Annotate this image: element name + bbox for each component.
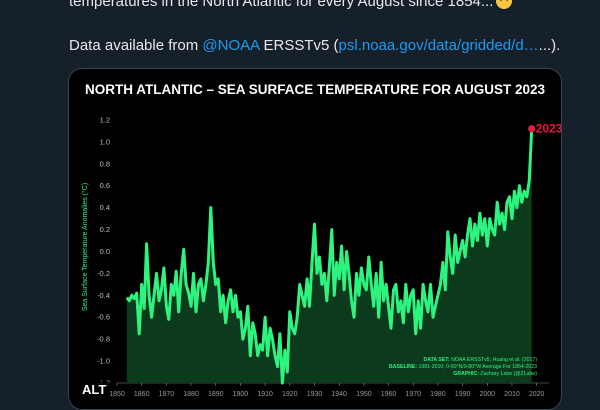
x-tick-label: 1880 <box>183 391 199 398</box>
y-tick-label: 0.8 <box>100 159 110 168</box>
tweet-text-suffix: ...). <box>538 37 561 54</box>
y-tick-label: -0.4 <box>97 291 110 300</box>
credit-dataset-text: NOAA ERSSTv5; Huang et al. (2017) <box>450 357 538 363</box>
y-tick-label: -0.8 <box>97 335 110 344</box>
tweet-text-middle: ERSSTv5 ( <box>259 37 339 54</box>
x-tick-label: 1920 <box>282 391 298 398</box>
credit-baseline-text: 1981-2010; 0-60°N/0-80°W Average For 185… <box>417 364 537 370</box>
x-tick-label: 1930 <box>307 391 323 398</box>
x-tick-label: 1990 <box>455 391 471 398</box>
x-tick-label: 2000 <box>479 391 495 398</box>
tweet-text-line: temperatures in the North Atlantic for e… <box>69 0 513 12</box>
highlight-2023-label: 2023 <box>536 122 561 136</box>
x-tick-label: 1940 <box>331 391 347 398</box>
mention-link[interactable]: @NOAA <box>202 37 260 54</box>
x-tick-label: 1900 <box>233 391 249 398</box>
credit-baseline-label: BASELINE: <box>389 364 417 370</box>
anomaly-area <box>126 128 532 383</box>
chart-title: NORTH ATLANTIC – SEA SURFACE TEMPERATURE… <box>85 82 546 97</box>
credit-graphic-text: Zachary Labe (@ZLabe) <box>479 371 537 377</box>
y-tick-label: 1.2 <box>100 115 110 124</box>
tweet-media-image[interactable]: NORTH ATLANTIC – SEA SURFACE TEMPERATURE… <box>68 68 562 410</box>
y-tick-label: -1.0 <box>97 357 110 366</box>
x-tick-label: 2020 <box>529 391 545 398</box>
credit-baseline: BASELINE: 1981-2010; 0-60°N/0-80°W Avera… <box>389 364 537 370</box>
tweet-text-line-2: Data available from @NOAA ERSSTv5 (psl.n… <box>69 36 560 56</box>
credit-dataset-label: DATA SET: <box>424 357 450 363</box>
x-tick-label: 1850 <box>109 391 125 398</box>
highlight-2023-point <box>528 125 536 133</box>
y-tick-label: -0.2 <box>97 269 110 278</box>
x-tick-label: 1970 <box>405 391 421 398</box>
credit-graphic-label: GRAPHIC: <box>453 371 479 377</box>
y-tick-label: -0.6 <box>97 313 110 322</box>
y-tick-label: 0.0 <box>100 247 110 256</box>
alt-text-badge[interactable]: ALT <box>78 381 111 399</box>
anomaly-line <box>125 128 534 385</box>
y-tick-label: 0.6 <box>100 181 110 190</box>
sst-chart: NORTH ATLANTIC – SEA SURFACE TEMPERATURE… <box>81 82 561 398</box>
x-tick-label: 1910 <box>257 391 273 398</box>
credit-graphic: GRAPHIC: Zachary Labe (@ZLabe) <box>453 371 537 377</box>
x-tick-label: 1960 <box>381 391 397 398</box>
credit-dataset: DATA SET: NOAA ERSSTv5; Huang et al. (20… <box>424 357 538 363</box>
x-tick-label: 1950 <box>356 391 372 398</box>
y-tick-label: 0.2 <box>100 225 110 234</box>
y-tick-label: 1.0 <box>100 137 110 146</box>
tweet-text: temperatures in the North Atlantic for e… <box>69 0 494 10</box>
tweet-text-prefix: Data available from <box>69 37 203 54</box>
x-tick-label: 1890 <box>208 391 224 398</box>
x-tick-label: 1860 <box>134 391 150 398</box>
x-tick-label: 2010 <box>504 391 520 398</box>
y-tick-label: 0.4 <box>100 203 110 212</box>
concerned-face-emoji-icon <box>496 0 513 9</box>
credits-block: DATA SET: NOAA ERSSTv5; Huang et al. (20… <box>389 357 537 377</box>
x-tick-label: 1980 <box>430 391 446 398</box>
x-tick-label: 1870 <box>159 391 175 398</box>
data-url-link[interactable]: psl.noaa.gov/data/gridded/d… <box>338 37 539 54</box>
y-axis-label: Sea Surface Temperature Anomalies (°C) <box>81 183 89 311</box>
